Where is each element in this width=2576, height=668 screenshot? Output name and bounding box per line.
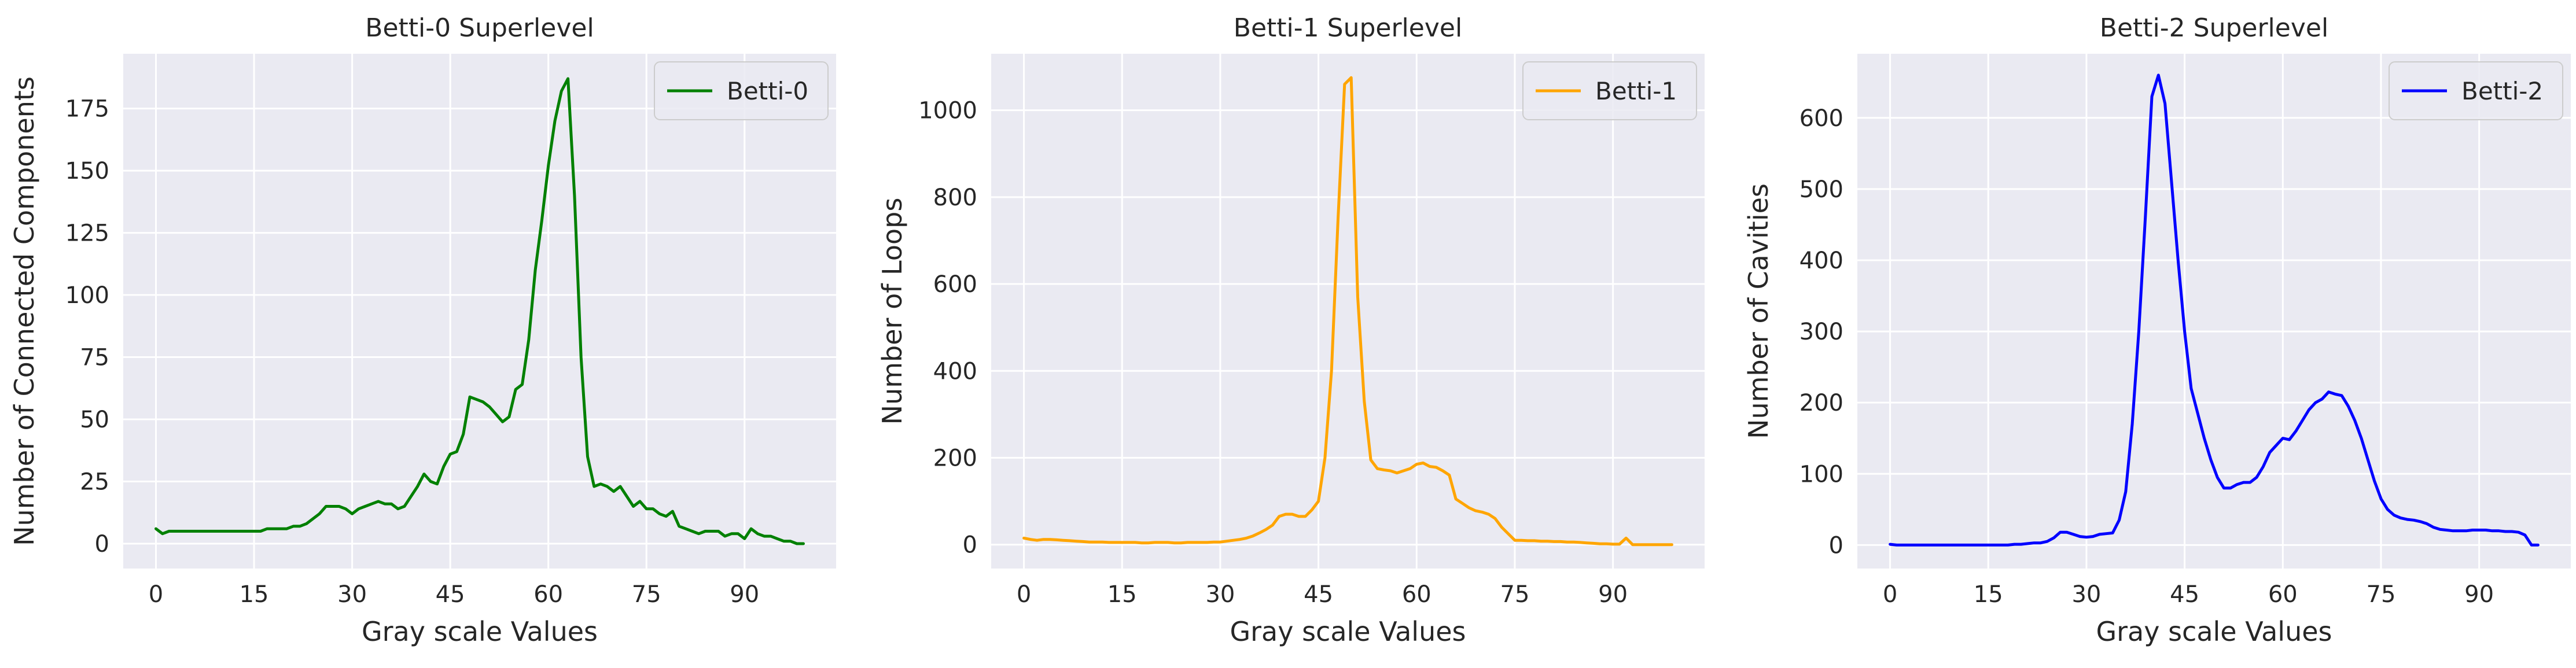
x-tick-label: 60 (2268, 581, 2298, 608)
chart-title: Betti-1 Superlevel (1234, 13, 1462, 43)
x-tick-label: 30 (2071, 581, 2101, 608)
chart-title: Betti-0 Superlevel (365, 13, 594, 43)
legend-label: Betti-2 (2461, 77, 2543, 105)
legend-label: Betti-1 (1595, 77, 1677, 105)
series-line-betti-2 (1889, 73, 2540, 547)
y-tick-label: 125 (65, 220, 109, 247)
x-tick-label: 0 (1017, 581, 1031, 608)
y-tick-label: 200 (1799, 390, 1843, 416)
x-tick-label: 15 (1107, 581, 1137, 608)
y-tick-label: 0 (1829, 532, 1843, 559)
legend-box (1522, 61, 1697, 120)
y-tick-label: 600 (1799, 105, 1843, 132)
x-tick-label: 45 (2170, 581, 2199, 608)
x-tick-label: 60 (533, 581, 563, 608)
x-axis-label: Gray scale Values (1230, 616, 1466, 647)
betti-1-panel: 0 15 30 45 60 75 90 0 200 400 600 800 1000 Betti-1 Su… (877, 13, 1705, 647)
plot-area (1857, 54, 2571, 569)
y-tick-label: 500 (1799, 176, 1843, 203)
y-tick-label: 100 (1799, 461, 1843, 488)
x-tick-label: 15 (1974, 581, 2003, 608)
y-tick-label: 400 (1799, 248, 1843, 274)
x-tick-label: 30 (1205, 581, 1235, 608)
y-tick-label: 1000 (918, 98, 977, 124)
x-tick-label: 60 (1402, 581, 1431, 608)
plot-area (123, 54, 836, 569)
legend-box (654, 61, 829, 120)
series-line-betti-0 (154, 77, 805, 545)
x-tick-label: 90 (730, 581, 759, 608)
y-tick-label: 150 (65, 158, 109, 184)
y-tick-label: 175 (65, 96, 109, 123)
x-tick-label: 0 (1883, 581, 1897, 608)
y-tick-label: 75 (80, 345, 109, 371)
chart-title: Betti-2 Superlevel (2100, 13, 2328, 43)
y-tick-label: 0 (963, 532, 977, 559)
x-axis-label: Gray scale Values (2096, 616, 2332, 647)
x-tick-label: 45 (1304, 581, 1333, 608)
plot-area (991, 54, 1705, 569)
x-tick-label: 75 (2367, 581, 2396, 608)
series-line-betti-1 (1022, 76, 1673, 547)
y-tick-label: 800 (933, 184, 977, 211)
x-tick-label: 90 (1598, 581, 1628, 608)
x-tick-label: 0 (149, 581, 163, 608)
legend-box (2389, 61, 2563, 120)
y-axis-label: Number of Cavities (1743, 183, 1774, 439)
y-tick-label: 400 (933, 358, 977, 385)
y-axis-label: Number of Connected Components (9, 76, 40, 546)
legend-label: Betti-0 (727, 77, 808, 105)
betti-2-panel: 0 15 30 45 60 75 90 0 100 200 300 400 500 600 Betti-2 … (1743, 13, 2571, 647)
y-tick-label: 100 (65, 282, 109, 309)
y-tick-label: 600 (933, 271, 977, 298)
y-tick-label: 300 (1799, 319, 1843, 345)
x-tick-label: 90 (2464, 581, 2494, 608)
y-tick-label: 0 (95, 531, 109, 558)
x-tick-label: 75 (1500, 581, 1530, 608)
x-tick-label: 15 (240, 581, 269, 608)
y-tick-label: 50 (80, 407, 109, 433)
x-tick-label: 75 (632, 581, 661, 608)
y-tick-label: 25 (80, 469, 109, 496)
y-tick-label: 200 (933, 445, 977, 471)
x-axis-label: Gray scale Values (362, 616, 598, 647)
x-tick-label: 30 (337, 581, 367, 608)
y-axis-label: Number of Loops (877, 198, 908, 425)
x-tick-label: 45 (436, 581, 465, 608)
betti-0-panel: 0 15 30 45 60 75 90 0 25 50 75 100 125 150 175 Betti-0 … (9, 13, 836, 647)
